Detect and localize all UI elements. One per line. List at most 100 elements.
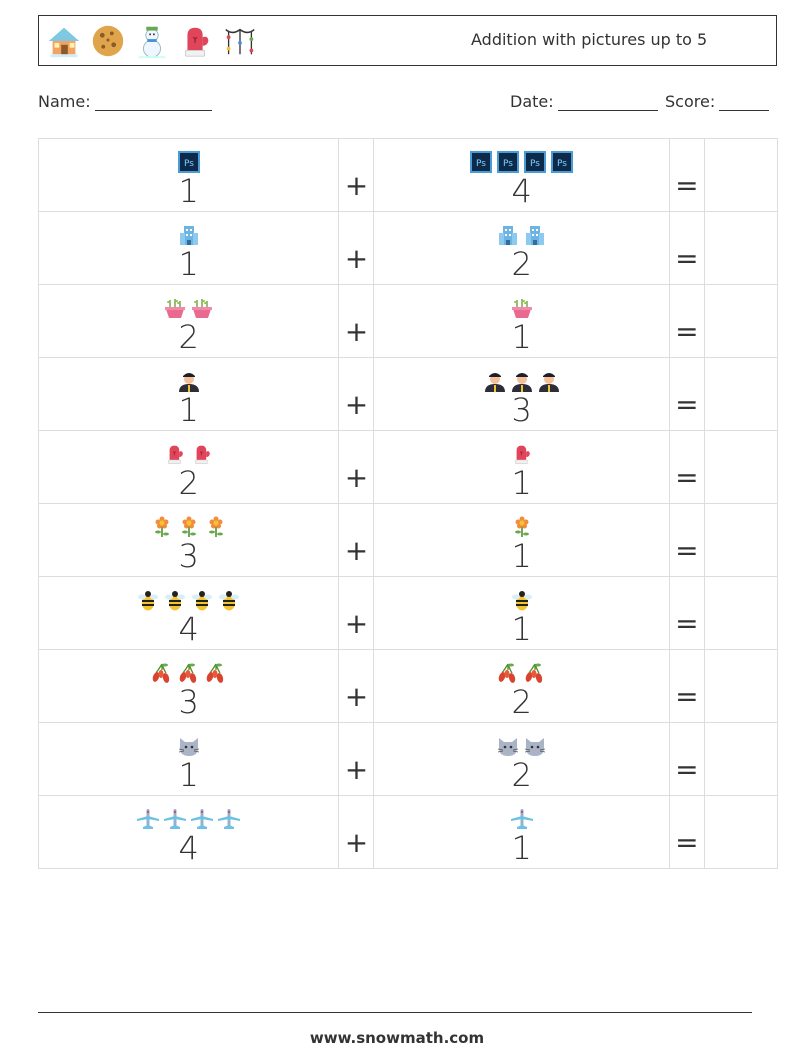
equals-cell: = [668,722,705,796]
snow-house-icon [45,22,83,60]
flower-pot-icon [510,296,534,320]
airplane-icon [190,807,214,831]
equals-cell: = [668,649,705,723]
snowman-icon [133,22,171,60]
addend-b-cell: 1 [373,576,670,650]
answer-cell[interactable] [703,138,779,212]
answer-cell[interactable] [703,795,779,869]
bee-icon [163,588,187,612]
photoshop-icon: Ps [469,150,493,174]
airplane-icon [163,807,187,831]
addend-a-number: 1 [178,245,199,283]
equals-sign: = [675,607,699,640]
addend-a-number: 1 [178,756,199,794]
addend-a-pictures [39,661,338,685]
addend-a-cell: 4 [37,576,340,650]
police-officer-icon [177,369,201,393]
equals-sign: = [675,461,699,494]
mitten-icon [163,442,187,466]
addend-b-cell: 2 [373,211,670,285]
equals-cell: = [668,576,705,650]
police-officer-icon [483,369,507,393]
answer-cell[interactable] [703,722,779,796]
score-field: Score: [665,92,770,111]
goji-berry-icon [523,661,547,685]
equals-sign: = [675,388,699,421]
problems-table: Ps 1 + Ps Ps Ps Ps 4 = 1 +2 = 2 +1 = 1 +3 = 2 +1 = 3 +1 = 4 +1 = 3 +… [37,138,779,869]
answer-cell[interactable] [703,503,779,577]
problem-row: 2 +1 = [37,430,779,504]
cat-icon [523,734,547,758]
plus-cell: + [338,722,375,796]
bee-icon [136,588,160,612]
name-blank[interactable] [94,93,212,111]
addend-a-pictures [39,807,338,831]
addend-b-number: 2 [511,756,532,794]
plus-cell: + [338,357,375,431]
addend-b-cell: 1 [373,795,670,869]
building-icon [177,223,201,247]
plus-cell: + [338,649,375,723]
equals-cell: = [668,284,705,358]
flower-pot-icon [163,296,187,320]
addend-a-cell: 4 [37,795,340,869]
photoshop-icon: Ps [523,150,547,174]
equals-cell: = [668,138,705,212]
score-blank[interactable] [719,93,770,111]
answer-cell[interactable] [703,211,779,285]
photoshop-icon: Ps [177,150,201,174]
addend-a-cell: 2 [37,430,340,504]
worksheet-header: Addition with pictures up to 5 [38,15,777,66]
problem-row: Ps 1 + Ps Ps Ps Ps 4 = [37,138,779,212]
plus-sign: + [344,315,369,348]
svg-text:Ps: Ps [557,159,567,169]
goji-berry-icon [177,661,201,685]
equals-sign: = [675,242,699,275]
addend-b-number: 1 [511,464,532,502]
bee-icon [510,588,534,612]
answer-cell[interactable] [703,576,779,650]
answer-cell[interactable] [703,357,779,431]
name-field: Name: [38,92,212,111]
plus-sign: + [344,534,369,567]
addend-a-pictures [39,369,338,393]
worksheet-title: Addition with pictures up to 5 [471,30,708,49]
plus-sign: + [344,388,369,421]
addend-a-number: 2 [178,464,199,502]
christmas-lights-icon [221,22,259,60]
flower-icon [510,515,534,539]
airplane-icon [510,807,534,831]
plus-cell: + [338,284,375,358]
addend-a-cell: 2 [37,284,340,358]
equals-cell: = [668,430,705,504]
equals-sign: = [675,534,699,567]
problem-row: 2 +1 = [37,284,779,358]
answer-cell[interactable] [703,284,779,358]
mitten-icon [510,442,534,466]
addend-b-cell: 2 [373,649,670,723]
addend-b-number: 1 [511,318,532,356]
answer-cell[interactable] [703,649,779,723]
addend-a-pictures [39,588,338,612]
plus-sign: + [344,242,369,275]
addend-a-pictures [39,296,338,320]
addend-b-pictures [374,661,668,685]
addend-b-number: 1 [511,537,532,575]
addend-a-pictures [39,734,338,758]
addend-a-cell: 3 [37,503,340,577]
plus-sign: + [344,607,369,640]
addend-a-number: 4 [178,829,199,867]
flower-icon [177,515,201,539]
equals-cell: = [668,795,705,869]
problem-row: 4 +1 = [37,795,779,869]
addend-b-number: 3 [511,391,532,429]
addend-a-cell: 1 [37,211,340,285]
answer-cell[interactable] [703,430,779,504]
svg-text:Ps: Ps [530,159,540,169]
equals-cell: = [668,503,705,577]
problem-row: 4 +1 = [37,576,779,650]
date-label: Date: [510,92,554,111]
date-blank[interactable] [557,93,658,111]
date-field: Date: [510,92,658,111]
svg-text:Ps: Ps [184,159,194,169]
